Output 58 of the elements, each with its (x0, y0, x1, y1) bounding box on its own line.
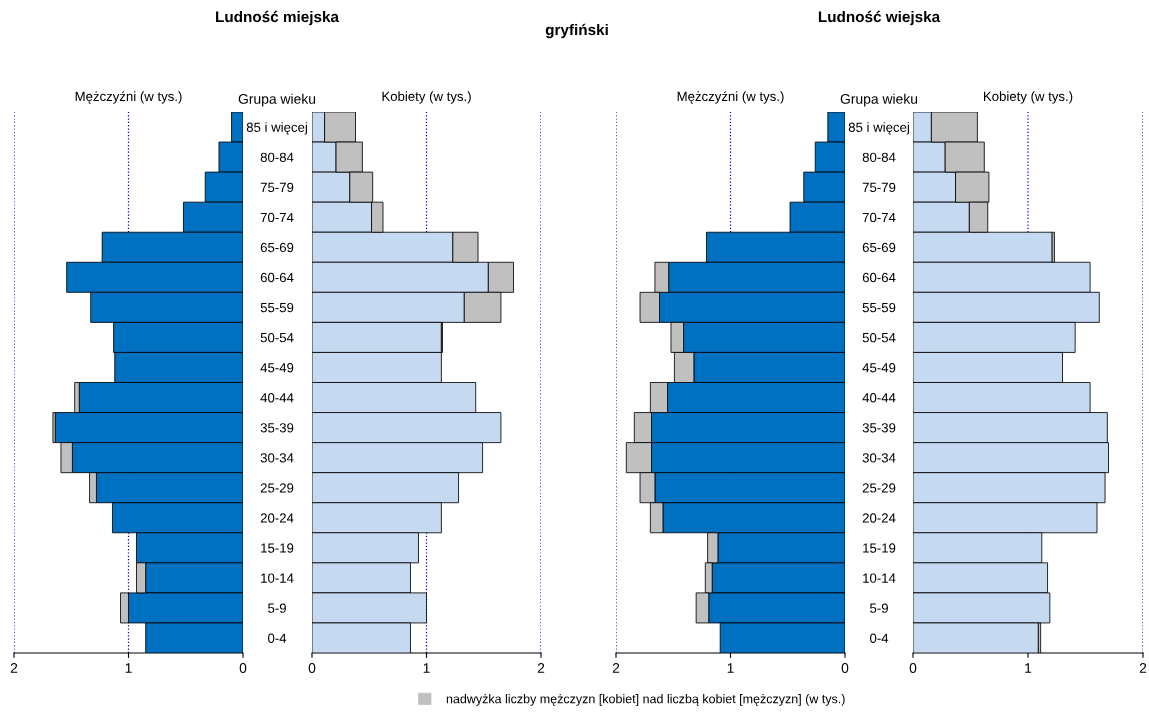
y-tick-label: 30-34 (862, 453, 896, 463)
legend-label: nadwyżka liczby mężczyzn [kobiet] nad liczbą kobiet [mężczyzn] (w tys.) (446, 694, 845, 706)
y-tick-label: 30-34 (260, 453, 294, 463)
text: Ludność wiejska (818, 10, 941, 26)
y-tick-label: 10-14 (863, 573, 896, 583)
y-axis-title: Grupa wieku (840, 93, 918, 107)
y-tick-label: 40-44 (862, 393, 896, 403)
y-tick-label: 85 i więcej (848, 122, 909, 135)
y-tick-label: 85 i więcej (246, 122, 307, 135)
y-tick-label: 75-79 (862, 182, 896, 193)
y-tick-label: 15-19 (261, 543, 294, 553)
chart-title: Mężczyźni (w tys.) (75, 91, 182, 104)
x-tick-label: 1 (125, 663, 132, 673)
y-tick-label: 25-29 (862, 483, 896, 493)
text: gryfiński (545, 23, 608, 39)
y-tick-label: 0-4 (870, 633, 889, 643)
x-tick-label: 1 (423, 663, 430, 673)
y-tick-label: 75-79 (260, 182, 294, 193)
y-tick-label: 70-74 (260, 212, 294, 223)
y-tick-label: 10-14 (261, 573, 294, 583)
y-tick-label: 50-54 (260, 332, 294, 343)
y-axis-title: Grupa wieku (238, 93, 316, 107)
x-tick-label: 2 (612, 663, 620, 673)
y-tick-label: 5-9 (268, 603, 286, 613)
x-tick-label: 0 (909, 663, 917, 673)
y-tick-label: 20-24 (862, 513, 896, 523)
y-tick-label: 5-9 (870, 603, 888, 613)
x-tick-label: 0 (308, 663, 316, 673)
x-tick-label: 1 (1025, 663, 1032, 673)
y-tick-label: 45-49 (862, 363, 896, 373)
y-tick-label: 65-69 (260, 242, 294, 253)
chart-title: Mężczyźni (w tys.) (677, 91, 784, 104)
y-tick-label: 35-39 (862, 423, 896, 433)
y-tick-label: 55-59 (862, 302, 896, 313)
x-tick-label: 0 (841, 663, 849, 673)
x-tick-label: 2 (1139, 663, 1147, 673)
chart-title: Kobiety (w tys.) (382, 91, 471, 104)
y-tick-label: 0-4 (268, 633, 287, 643)
y-tick-label: 35-39 (260, 423, 294, 433)
y-tick-label: 40-44 (260, 393, 294, 403)
chart-title: Kobiety (w tys.) (983, 91, 1073, 104)
x-tick-label: 0 (239, 663, 247, 673)
y-tick-label: 20-24 (260, 513, 294, 523)
y-tick-label: 55-59 (260, 302, 294, 313)
x-tick-label: 1 (727, 663, 734, 673)
y-tick-label: 60-64 (862, 272, 896, 283)
x-tick-label: 2 (10, 663, 18, 673)
y-tick-label: 70-74 (862, 212, 896, 223)
y-tick-label: 80-84 (260, 152, 294, 162)
x-tick-label: 2 (537, 663, 545, 673)
y-tick-label: 50-54 (862, 332, 896, 343)
y-tick-label: 25-29 (260, 483, 294, 493)
y-tick-label: 45-49 (260, 363, 294, 373)
y-tick-label: 60-64 (260, 272, 294, 283)
y-tick-label: 15-19 (863, 543, 896, 553)
y-tick-label: 65-69 (862, 242, 896, 253)
y-tick-label: 80-84 (862, 152, 896, 162)
text: Ludność miejska (216, 10, 340, 26)
